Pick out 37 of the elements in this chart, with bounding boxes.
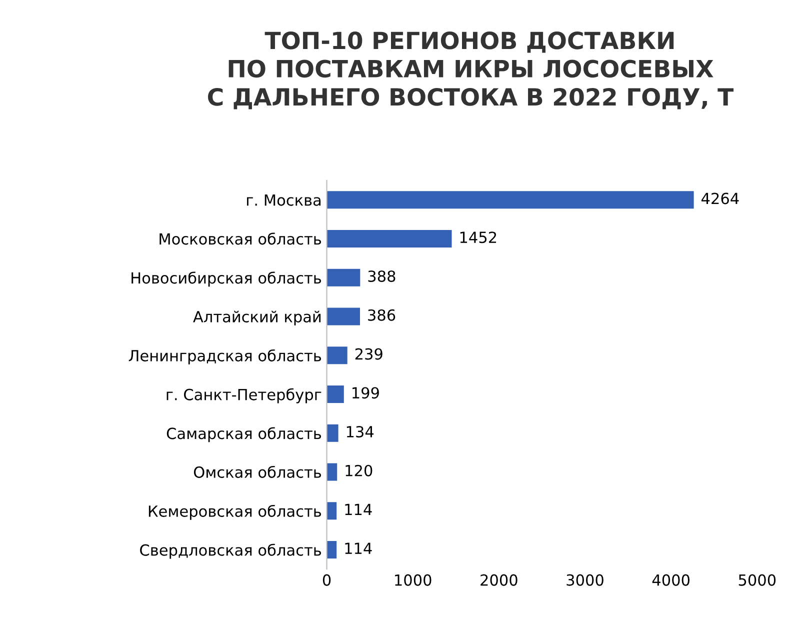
data-label: 134 [346, 426, 374, 438]
y-tick-label: Самарская область [166, 427, 321, 442]
x-tick-label: 2000 [480, 574, 518, 586]
data-label: 114 [345, 504, 372, 516]
bar [326, 308, 360, 326]
y-tick-label: Свердловская область [140, 544, 321, 559]
x-tick-label: 1000 [395, 574, 432, 586]
bar [326, 268, 360, 286]
x-tick-label: 5000 [738, 574, 776, 586]
data-label: 4264 [701, 192, 739, 204]
data-label: 239 [355, 348, 382, 360]
bar [326, 191, 694, 209]
data-label: 386 [368, 309, 396, 321]
data-label: 199 [352, 387, 379, 399]
y-tick-label: Алтайский край [193, 310, 321, 326]
bar [326, 385, 344, 403]
chart-title: ТОП-10 РЕГИОНОВ ДОСТАВКИ ПО ПОСТАВКАМ ИКРЫ ЛОСОСЕВЫХ С ДАЛЬНЕГО ВОСТОКА В 2022 ГОДУ, Т [208, 32, 734, 110]
data-label: 120 [346, 464, 372, 476]
y-tick-label: Московская область [160, 232, 321, 245]
data-label: 114 [345, 542, 372, 554]
bar [326, 540, 337, 558]
data-label: 1452 [460, 232, 496, 244]
y-tick-label: Ленинградская область [128, 349, 321, 364]
data-label: 388 [368, 270, 396, 282]
y-tick-label: Омская область [194, 466, 321, 478]
bar [326, 463, 338, 481]
x-tick-label: 4000 [652, 574, 690, 586]
bar [326, 424, 338, 442]
y-tick-label: г. Москва [247, 194, 321, 206]
bar [326, 346, 348, 364]
y-tick-label: Кемеровская область [148, 504, 321, 520]
y-tick-label: Новосибирская область [132, 272, 321, 287]
bar [326, 502, 337, 520]
y-tick-label: г. Санкт-Петербург [166, 388, 322, 404]
bar [326, 230, 452, 248]
x-tick-label: 3000 [566, 574, 604, 586]
x-tick-label: 0 [322, 574, 331, 586]
